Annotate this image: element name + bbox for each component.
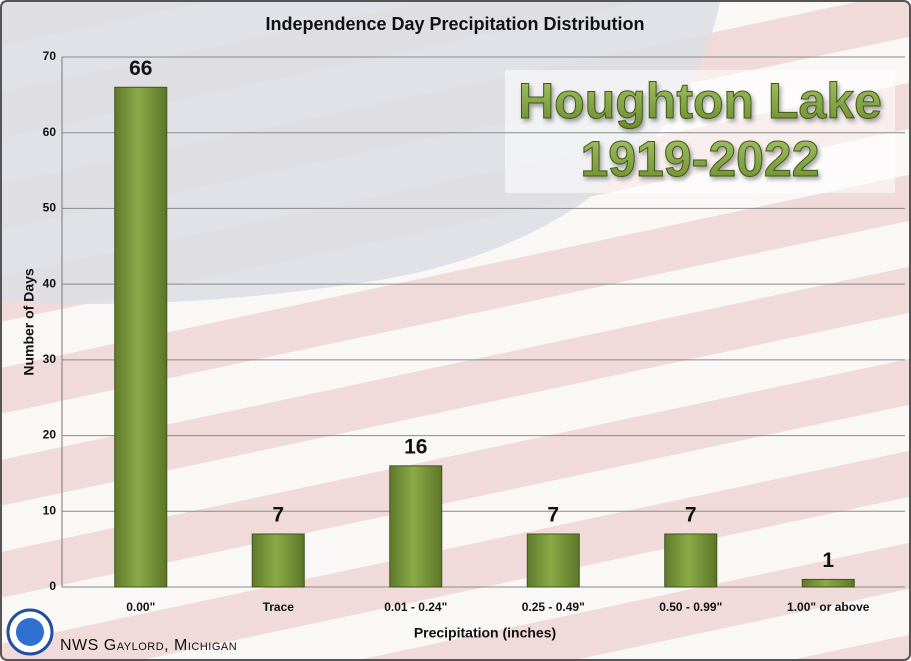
chart-title: Independence Day Precipitation Distribut…: [265, 14, 644, 34]
bar: [526, 533, 580, 588]
x-tick-label: 1.00" or above: [787, 600, 870, 614]
logo: [16, 618, 44, 646]
bar: [251, 533, 305, 588]
y-tick-label: 60: [43, 125, 57, 139]
value-label: 16: [404, 435, 427, 458]
bar: [389, 465, 443, 588]
x-tick-label: 0.25 - 0.49": [522, 600, 585, 614]
x-tick-label: Trace: [263, 600, 295, 614]
footer: NWS Gaylord, Michigan: [60, 637, 237, 654]
y-tick-label: 40: [43, 276, 57, 290]
annotation-box: [505, 70, 895, 193]
x-tick-label: 0.01 - 0.24": [384, 600, 447, 614]
value-label: 7: [272, 504, 284, 527]
x-axis-title: Precipitation (inches): [414, 625, 556, 641]
value-label: 7: [547, 504, 559, 527]
y-axis-title: Number of Days: [21, 268, 37, 376]
y-tick-label: 20: [43, 428, 57, 442]
value-label: 7: [685, 504, 697, 527]
x-tick-label: 0.00": [126, 600, 155, 614]
value-label: 66: [129, 57, 152, 80]
x-tick-label: 0.50 - 0.99": [659, 600, 722, 614]
y-tick-label: 0: [49, 579, 56, 593]
bar: [664, 533, 718, 588]
bar: [801, 578, 855, 588]
bar: [114, 86, 168, 588]
y-tick-label: 50: [43, 201, 57, 215]
annotation: 1919-2022: [580, 131, 819, 187]
y-tick-label: 10: [43, 503, 57, 517]
value-label: 1: [822, 549, 834, 572]
annotation: Houghton Lake: [518, 73, 882, 129]
y-tick-label: 70: [43, 49, 57, 63]
y-tick-label: 30: [43, 352, 57, 366]
